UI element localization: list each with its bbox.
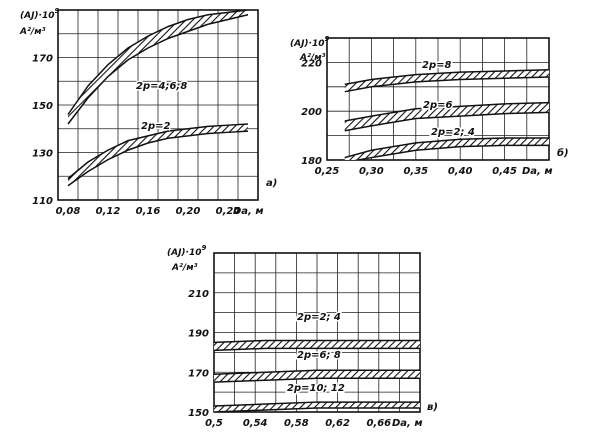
series-upper-line-a-1 (67, 123, 249, 180)
y-tick-label: 150 (188, 408, 209, 419)
y-axis-label: (AJ)·109 (290, 35, 329, 49)
x-tick-label: 0,25 (315, 166, 340, 177)
y-axis-label-main: (AJ)·10 (167, 248, 201, 258)
series-lower-line-c-1 (214, 377, 420, 383)
panel-c: 2p=2; 4 2p=6; 8 2p=10; 12 150 170 190 210 0,5 0,… (167, 244, 438, 429)
y-tick-label: 200 (301, 107, 322, 118)
series-lower-line-a-1 (67, 130, 249, 187)
series-upper-line-c-0 (214, 339, 420, 344)
y-axis-label-main: (AJ)·10 (290, 39, 324, 49)
x-tick-label: 0,40 (448, 166, 473, 177)
y-axis-label-main: (AJ)·10 (20, 11, 54, 21)
series-lower-line-c-0 (214, 347, 420, 352)
x-tick-label: 0,45 (492, 166, 517, 177)
series-label: 2p=6; 8 (297, 350, 341, 361)
x-tick-label: 0,30 (359, 166, 384, 177)
series-band-b-0 (344, 69, 549, 92)
x-tick-label: 0,12 (96, 206, 121, 217)
y-tick-label: 150 (32, 101, 53, 112)
x-axis-label: Dа, м (522, 166, 553, 177)
series-band-a-1 (68, 124, 248, 186)
y-tick-label: 220 (301, 58, 322, 69)
series-label: 2p=10; 12 (287, 383, 345, 394)
series-lower-line-b-1 (344, 111, 549, 132)
y-axis-unit: A²/м³ (299, 53, 326, 63)
series-upper-line-b-1 (344, 101, 549, 122)
series-band-c-1 (214, 370, 420, 383)
y-axis-label-exponent: 9 (324, 35, 329, 43)
y-tick-label: 170 (32, 54, 53, 65)
series-upper-line-c-1 (214, 369, 420, 375)
series-label: 2p=2; 4 (297, 312, 341, 323)
x-axis-label: Dа, м (233, 206, 264, 217)
x-tick-label: 0,58 (284, 418, 309, 429)
y-axis-unit: A²/м³ (171, 263, 198, 273)
y-tick-label: 170 (188, 368, 209, 379)
panel-b: 2p=8 2p=6 2p=2; 4 180 200 220 0,25 0,30 0,35 0,40… (290, 35, 569, 177)
plot-frame (213, 252, 421, 413)
series-upper-line-c-2 (214, 401, 420, 407)
plot-frame (326, 37, 550, 161)
series-upper-line-b-0 (344, 68, 549, 86)
x-axis-label: Dа, м (392, 418, 423, 429)
y-axis-label-exponent: 9 (54, 7, 59, 15)
series-label: 2p=4;6;8 (136, 81, 187, 92)
y-axis-label: (AJ)·109 (20, 7, 59, 21)
series-upper-line-a-0 (67, 10, 249, 115)
series-band-a-0 (68, 10, 248, 124)
y-tick-label: 210 (188, 289, 209, 300)
series-label: 2p=6 (423, 100, 452, 111)
panel-letter: а) (266, 178, 277, 189)
x-tick-label: 0,35 (403, 166, 428, 177)
y-tick-label: 190 (188, 329, 209, 340)
x-tick-label: 0,20 (176, 206, 201, 217)
x-tick-label: 0,66 (366, 418, 391, 429)
series-lower-line-b-2 (353, 144, 549, 160)
plot-frame (57, 9, 259, 201)
series-upper-line-b-2 (344, 137, 549, 159)
series-label: 2p=2 (141, 121, 170, 132)
y-tick-label: 180 (301, 156, 322, 167)
series-lower-line-b-0 (344, 76, 549, 93)
panel-letter: в) (427, 402, 438, 413)
panel-letter: б) (557, 147, 569, 159)
y-tick-label: 130 (32, 149, 53, 160)
y-axis-unit: A²/м³ (19, 27, 46, 37)
x-tick-label: 0,54 (243, 418, 268, 429)
y-axis-label-exponent: 9 (201, 244, 206, 252)
series-band-b-2 (344, 138, 549, 160)
series-lower-line-a-0 (67, 14, 249, 125)
y-tick-label: 110 (32, 196, 53, 207)
x-tick-label: 0,62 (325, 418, 350, 429)
series-label: 2p=8 (422, 60, 451, 71)
series-lower-line-c-2 (214, 407, 420, 412)
series-label: 2p=2; 4 (431, 127, 475, 138)
x-tick-label: 0,24 (216, 206, 241, 217)
x-tick-label: 0,5 (205, 418, 223, 429)
panel-a: 2p=4;6;8 2p=2 110 130 150 170 0,08 0,12 0,16 0,20… (19, 7, 277, 217)
x-tick-label: 0,16 (136, 206, 161, 217)
x-tick-label: 0,08 (56, 206, 81, 217)
y-axis-label: (AJ)·109 (167, 244, 206, 258)
